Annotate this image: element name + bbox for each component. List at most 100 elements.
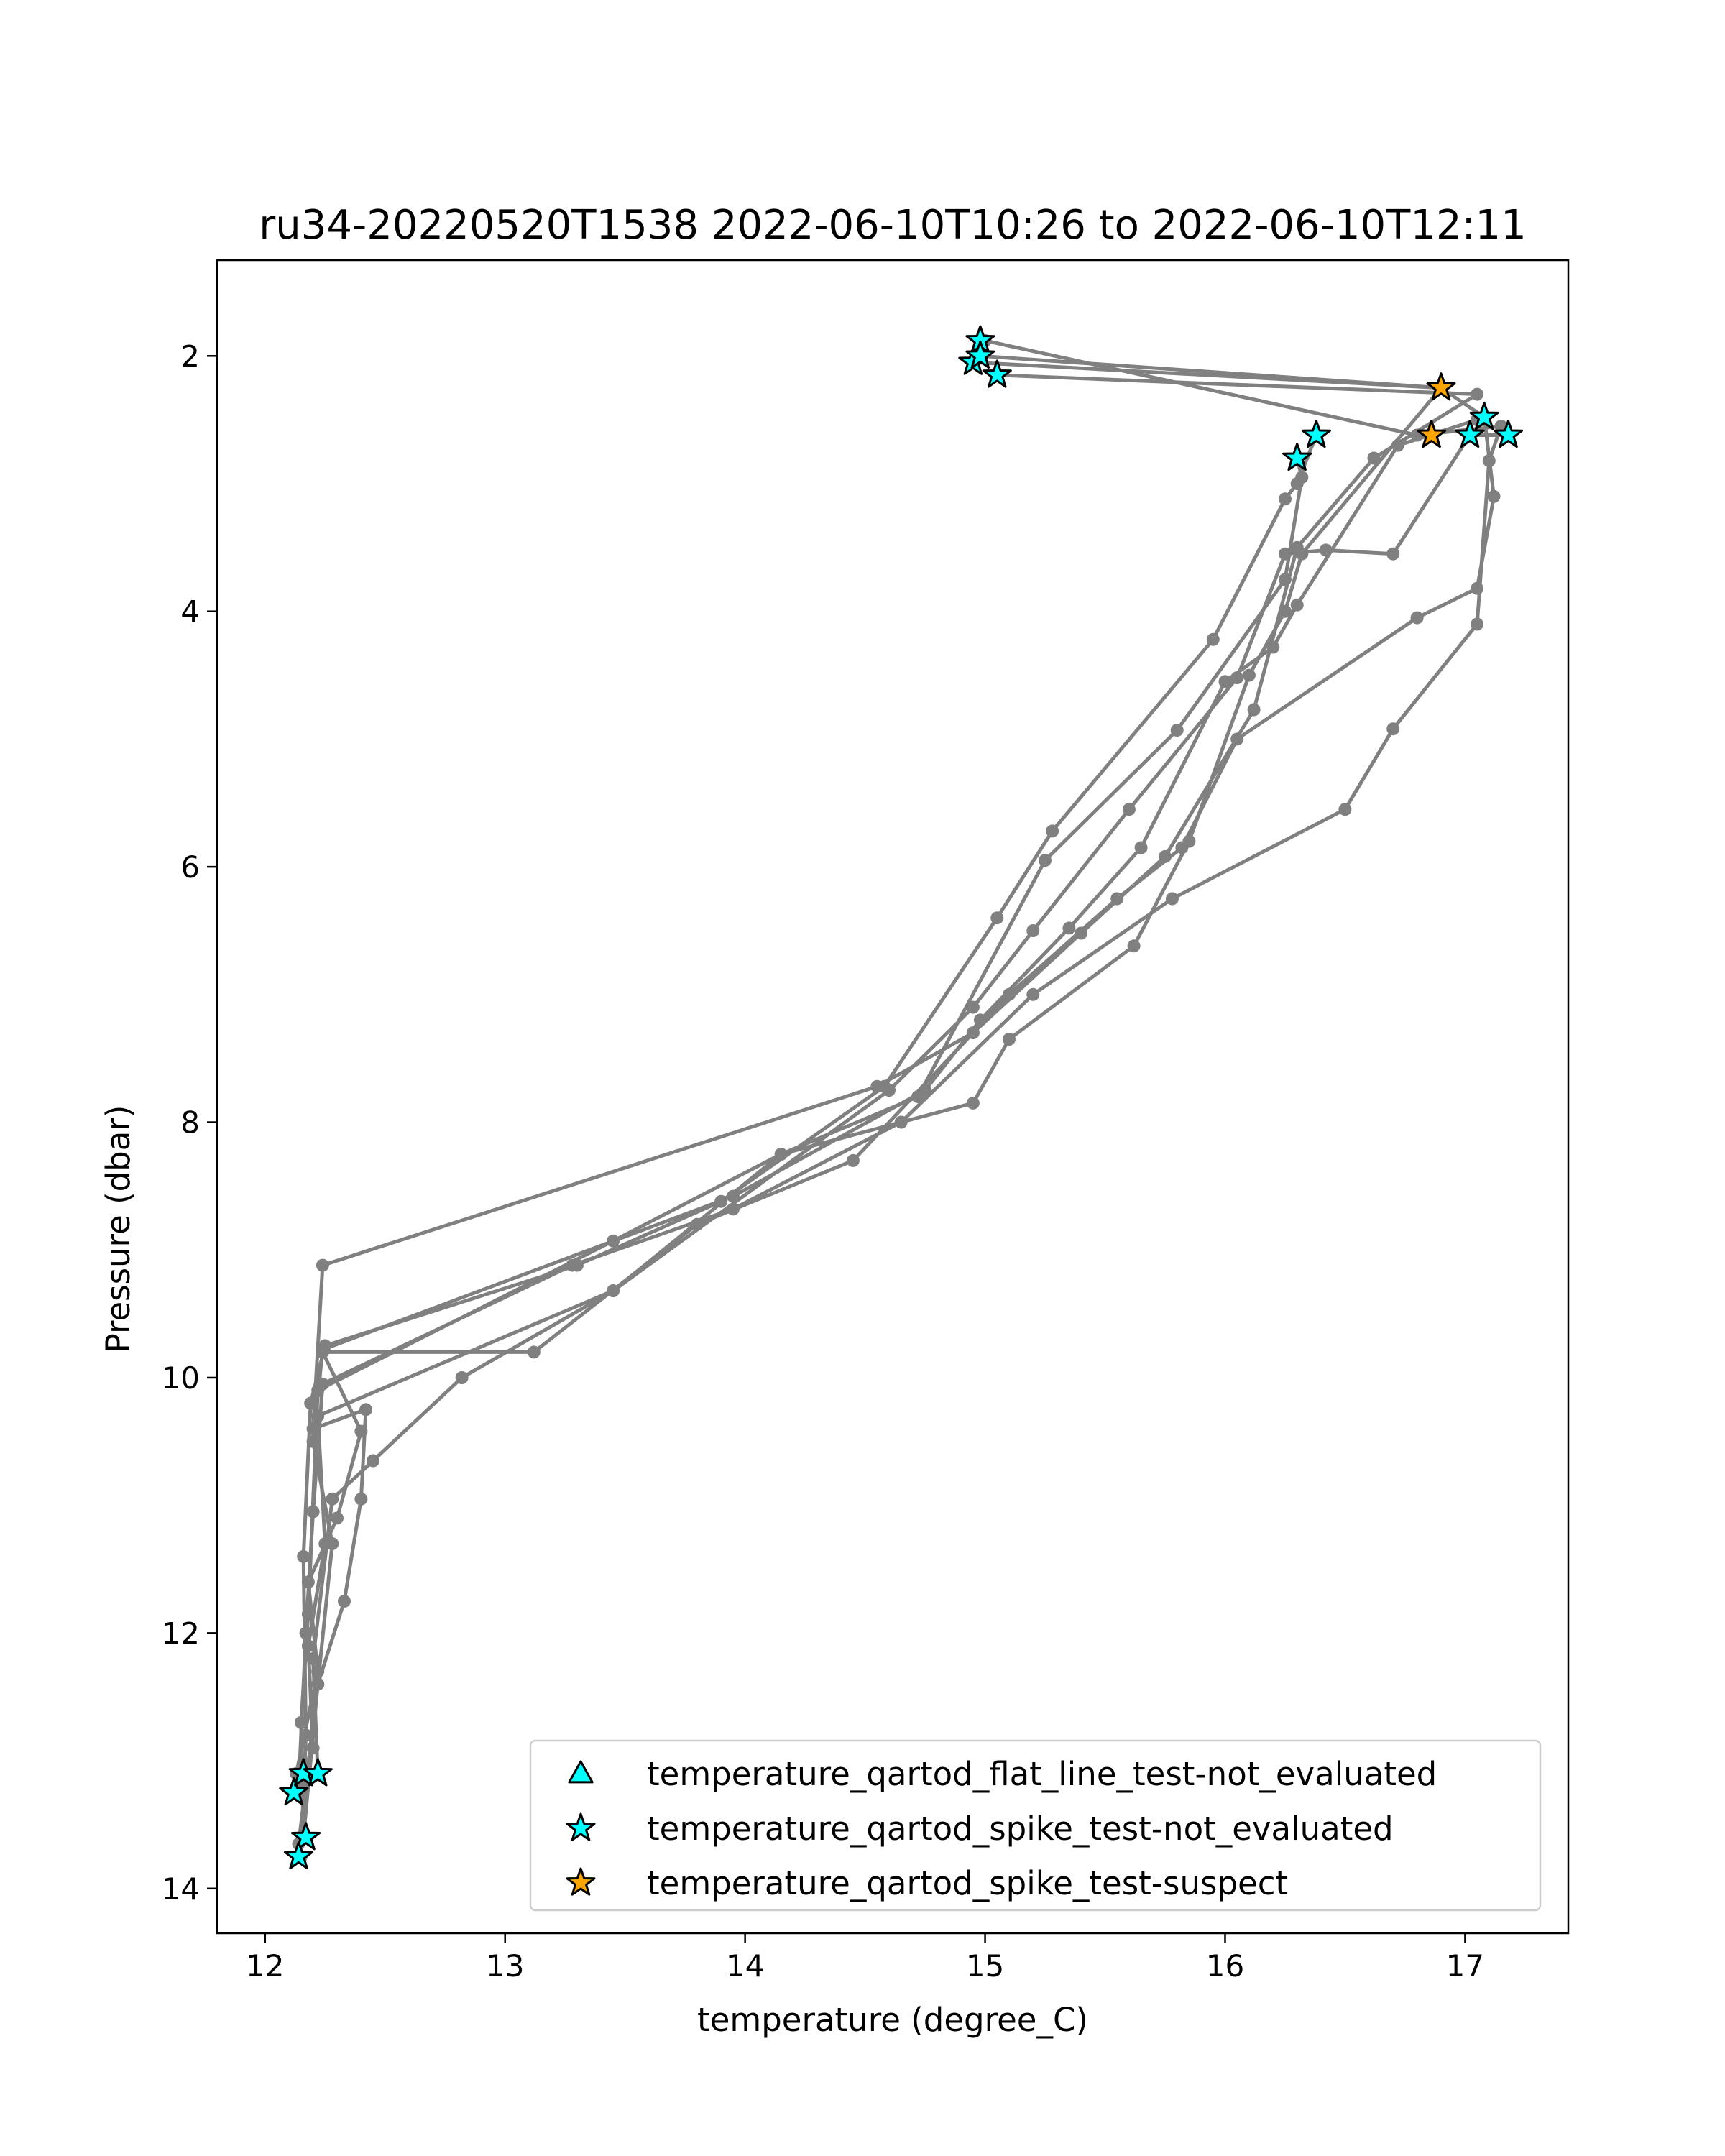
- data-point: [774, 1148, 788, 1161]
- data-point: [1175, 841, 1189, 854]
- x-tick-label: 14: [726, 1948, 764, 1984]
- data-point: [894, 1115, 908, 1129]
- legend-frame: [529, 1739, 1542, 1912]
- data-point: [1026, 987, 1040, 1001]
- plot-area: [279, 325, 1523, 1870]
- series-profile-4: [297, 413, 1491, 1844]
- qc-markers: [279, 325, 1523, 1870]
- data-point: [1003, 1033, 1016, 1046]
- data-point: [1003, 987, 1016, 1001]
- data-point: [1134, 841, 1148, 854]
- series-profile-3: [287, 428, 1515, 1800]
- qc-marker-spike-not-evaluated: [1469, 402, 1499, 430]
- qc-marker-spike-not-evaluated: [965, 340, 995, 369]
- data-point: [1026, 924, 1040, 937]
- data-point: [1039, 854, 1052, 867]
- x-tick-label: 12: [246, 1948, 284, 1984]
- data-point: [297, 1549, 310, 1563]
- data-point: [1471, 617, 1484, 631]
- data-point: [1170, 724, 1184, 737]
- data-point: [326, 1492, 339, 1506]
- y-axis-label: Pressure (dbar): [99, 1105, 137, 1353]
- data-point: [306, 1505, 320, 1519]
- x-axis-label: temperature (degree_C): [697, 2001, 1088, 2039]
- chart-title: ru34-20220520T1538 2022-06-10T10:26 to 2…: [259, 202, 1526, 249]
- data-point: [1290, 477, 1304, 490]
- data-point: [1487, 489, 1501, 503]
- data-point: [1290, 598, 1304, 612]
- qc-marker-spike-suspect: [1417, 420, 1447, 448]
- data-point: [846, 1153, 860, 1167]
- data-point: [1279, 604, 1292, 618]
- series-profile-6: [306, 349, 1448, 1780]
- data-point: [306, 1422, 320, 1435]
- series-line: [299, 434, 1318, 1857]
- data-point: [359, 1403, 372, 1416]
- data-point: [1127, 939, 1141, 953]
- data-point: [726, 1189, 740, 1203]
- series-line: [311, 354, 1443, 1774]
- y-tick-label: 4: [180, 594, 200, 630]
- legend: temperature_qartod_flat_line_test-not_ev…: [529, 1739, 1542, 1912]
- data-point: [299, 1626, 313, 1640]
- data-point: [1247, 703, 1261, 717]
- series-line: [292, 433, 1509, 1794]
- y-tick-label: 12: [162, 1616, 200, 1651]
- data-point: [1279, 492, 1292, 506]
- data-point: [331, 1511, 344, 1525]
- qc-marker-spike-suspect: [1426, 372, 1456, 401]
- legend-entry: temperature_qartod_spike_test-suspect: [566, 1864, 1288, 1902]
- x-tick-label: 15: [966, 1948, 1004, 1984]
- data-point: [1482, 454, 1496, 467]
- data-point: [1295, 547, 1309, 561]
- data-point: [316, 1345, 329, 1359]
- data-point: [1218, 675, 1232, 688]
- data-point: [527, 1345, 540, 1359]
- data-point: [367, 1454, 380, 1468]
- data-point: [883, 1084, 896, 1097]
- data-point: [354, 1424, 368, 1438]
- data-point: [966, 1000, 980, 1014]
- x-tick-label: 16: [1206, 1948, 1244, 1984]
- qc-marker-spike-not-evaluated: [291, 1822, 321, 1851]
- qc-marker-spike-not-evaluated: [1494, 420, 1523, 448]
- data-point: [1046, 824, 1059, 838]
- y-tick-label: 6: [180, 849, 200, 885]
- qc-marker-spike-not-evaluated: [982, 359, 1012, 388]
- y-axis: 2 4 6 8 10 12 14: [162, 338, 217, 1907]
- data-point: [311, 1664, 325, 1678]
- data-point: [1338, 803, 1352, 816]
- data-point: [316, 1377, 329, 1391]
- series-line: [297, 373, 1479, 1844]
- data-point: [1410, 611, 1424, 625]
- data-point: [1062, 921, 1076, 935]
- qc-marker-spike-not-evaluated: [1282, 443, 1312, 471]
- data-point: [1242, 668, 1256, 682]
- y-tick-label: 2: [180, 338, 200, 374]
- legend-label: temperature_qartod_flat_line_test-not_ev…: [647, 1755, 1437, 1793]
- series-line: [301, 418, 1485, 1838]
- y-tick-label: 14: [162, 1871, 200, 1907]
- legend-marker-star: [566, 1812, 596, 1841]
- series-line: [297, 338, 1503, 1787]
- data-point: [338, 1595, 351, 1608]
- data-point: [455, 1371, 469, 1384]
- data-point: [1471, 387, 1484, 401]
- y-tick-label: 8: [180, 1105, 200, 1141]
- data-point: [1122, 803, 1136, 816]
- x-axis: 12 13 14 15 16 17: [246, 1933, 1484, 1984]
- legend-items: temperature_qartod_flat_line_test-not_ev…: [566, 1755, 1437, 1902]
- data-point: [566, 1258, 579, 1272]
- data-point: [1279, 547, 1292, 561]
- legend-label: temperature_qartod_spike_test-suspect: [647, 1864, 1288, 1902]
- data-point: [354, 1492, 368, 1506]
- data-point: [1110, 892, 1124, 906]
- qc-marker-spike-not-evaluated: [1455, 420, 1485, 448]
- data-point: [870, 1079, 884, 1093]
- data-point: [1386, 547, 1400, 561]
- data-point: [726, 1202, 740, 1216]
- plot-frame: [216, 259, 1570, 1935]
- data-point: [966, 1096, 980, 1110]
- data-point: [1166, 892, 1179, 906]
- data-point: [990, 911, 1004, 925]
